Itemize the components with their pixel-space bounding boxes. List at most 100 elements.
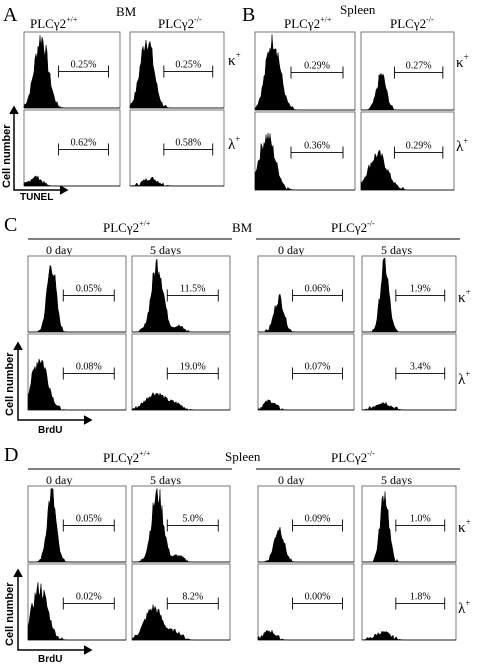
histogram-fill [129,39,224,109]
gate-percentage: 0.29% [406,141,432,152]
panel-c-genotype-wt: PLCγ2+/+ [103,219,151,235]
panel-d-day-5-wt: 5 days [150,473,181,487]
gate-percentage: 1.9% [410,284,431,295]
gate-percentage: 0.36% [304,141,330,152]
panel-a-axis-arrows [9,105,69,195]
gate-percentage: 0.25% [175,60,201,71]
gate-marker [58,65,109,78]
gate-percentage: 0.27% [406,61,432,72]
gate-percentage: 0.09% [305,514,331,525]
histogram-fill [257,399,354,411]
gate-marker [290,146,344,159]
gate-marker [292,367,343,380]
histogram-frame [129,109,225,187]
histogram-fill [27,582,126,641]
panel-c-day-5-ko: 5 days [381,243,412,257]
gate-marker [290,66,344,79]
gate-percentage: 1.8% [410,592,431,603]
histogram-fill [258,526,354,563]
panel-c-tissue: BM [232,220,253,235]
histogram-fill [23,35,120,109]
histogram-fill [361,401,456,411]
panel-c-axis-arrows [13,341,93,425]
gate-percentage: 0.05% [76,284,102,295]
gate-marker [62,367,115,380]
histogram-fill [129,176,224,187]
gate-percentage: 0.08% [76,362,102,373]
panel-a-genotype-wt: PLCγ2+/+ [30,15,78,31]
histogram-frame [131,333,231,411]
panel-b-letter: B [242,4,255,26]
histogram-frame [361,563,457,641]
gate-marker [166,367,219,380]
panel-b-genotype-wt: PLCγ2+/+ [284,15,332,31]
gate-percentage: 19.0% [180,362,206,373]
histogram-frame [257,333,355,411]
histogram-frame [23,109,121,187]
panel-d-lambda-wt-day0: 0.02% [27,563,127,641]
histogram-fill [23,175,120,187]
panel-c-lambda-ko-day5: 3.4% [361,333,457,411]
gate-marker [395,367,446,380]
panel-d-day-0-ko: 0 day [278,473,304,487]
panel-c-lambda-wt-day5: 19.0% [131,333,231,411]
panel-a-lambda-ko: 0.58% [129,109,225,187]
panel-c-day-5-wt: 5 days [150,243,181,257]
gate-percentage: 0.62% [71,138,97,149]
panel-d-kappa-label: κ+ [458,517,471,536]
panel-c-lambda-wt-day0: 0.08% [27,333,127,411]
panel-a-genotype-ko: PLCγ2-/- [158,15,202,31]
gate-marker [166,597,219,610]
panel-d-kappa-wt-day0: 0.05% [27,485,127,563]
histogram-fill [28,264,126,333]
panel-d-lambda-label: λ+ [458,598,470,617]
panel-d-day-5-ko: 5 days [381,473,412,487]
panel-a-kappa-label: κ+ [228,50,241,69]
panel-d-xlabel: BrdU [38,654,62,664]
panel-a-kappa-wt: 0.25% [23,31,121,109]
histogram-fill [361,630,456,641]
gate-percentage: 0.06% [305,284,331,295]
panel-c-ylabel: Cell number [4,352,16,416]
histogram-fill [258,293,354,333]
histogram-fill [254,132,355,191]
panel-b-genotype-ko: PLCγ2-/- [390,15,434,31]
gate-marker [395,289,446,302]
panel-c-xlabel: BrdU [38,425,62,436]
histogram-fill [361,72,454,111]
panel-c-kappa-wt-day0: 0.05% [27,255,127,333]
gate-marker [62,289,115,302]
panel-c-kappa-ko-day5: 1.9% [361,255,457,333]
panel-d-lambda-wt-day5: 8.2% [131,563,231,641]
panel-d-letter: D [4,444,18,466]
gate-percentage: 0.00% [305,592,331,603]
panel-d-day-0-wt: 0 day [46,473,72,487]
gate-marker [163,65,214,78]
panel-b-kappa-label: κ+ [456,52,469,71]
panel-d-axis-arrows [13,568,93,655]
histogram-fill [362,491,456,563]
gate-percentage: 5.0% [182,514,203,525]
histogram-fill [254,34,355,111]
panel-a-tissue: BM [116,4,137,19]
panel-b-kappa-ko: 0.27% [360,31,455,111]
panel-d-tissue: Spleen [225,449,261,464]
panel-c-kappa-label: κ+ [458,287,471,306]
gate-percentage: 0.25% [71,60,97,71]
panel-c-day-0-ko: 0 day [278,243,304,257]
histogram-fill [27,358,126,411]
gate-marker [58,143,109,156]
panel-a-kappa-ko: 0.25% [129,31,225,109]
panel-b-lambda-label: λ+ [456,136,468,155]
gate-percentage: 0.02% [76,592,102,603]
panel-d-kappa-wt-day5: 5.0% [131,485,231,563]
gate-percentage: 0.29% [304,61,330,72]
panel-a-letter: A [3,4,18,26]
gate-percentage: 0.05% [76,514,102,525]
histogram-frame [257,255,355,333]
gate-marker [395,597,446,610]
panel-c-kappa-wt-day5: 11.5% [131,255,231,333]
panel-c-kappa-ko-day0: 0.06% [257,255,355,333]
histogram-layer: 0.25% 0.25% 0.62% 0.58% 0.29% 0.27% 0.36% 0.29%… [23,31,457,641]
